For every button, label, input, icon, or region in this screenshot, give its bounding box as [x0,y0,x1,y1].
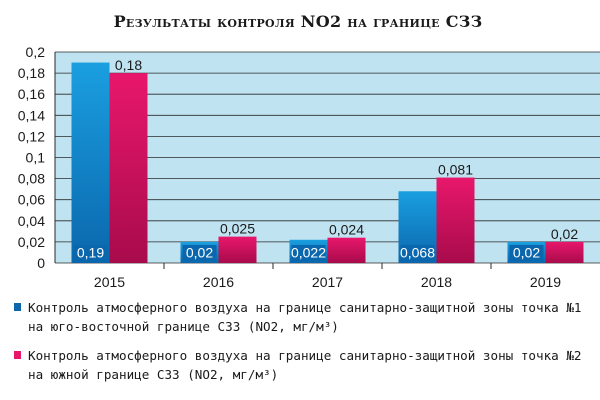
data-label-box-series-1 [73,245,108,261]
bar-series-2-2017 [327,237,366,263]
x-axis: 2015 2016 2017 2018 2019 [94,263,561,290]
bar-series-2-2019 [545,241,584,263]
legend-swatch-series-1 [14,303,21,311]
y-axis: 0 0,02 0,04 0,06 0,08 0,1 0,12 0,14 0,16 0,18 0,2 [18,44,56,271]
y-tick-label: 0,02 [18,234,45,250]
bar-series-2-2016 [218,236,257,263]
data-label-series-1: 0,02 [186,245,213,261]
data-label-series-2: 0,024 [329,222,364,238]
y-tick-label: 0 [37,255,45,271]
y-tick-label: 0,18 [18,65,45,81]
data-label-series-2: 0,025 [220,221,255,237]
y-tick-label: 0,1 [26,150,46,166]
data-label-box-series-1 [509,245,544,261]
x-tick-label: 2018 [421,274,452,290]
legend-item-series-1: Контроль атмосферного воздуха на границе… [14,298,594,336]
data-label-series-2: 0,081 [438,162,473,178]
data-label-series-1: 0,19 [77,245,104,261]
y-tick-label: 0,04 [18,213,45,229]
legend-item-series-2: Контроль атмосферного воздуха на границе… [14,346,594,384]
data-label-series-1: 0,022 [291,245,326,261]
legend-swatch-series-2 [14,351,21,359]
data-label-series-2: 0,02 [551,226,578,242]
y-tick-label: 0,16 [18,86,45,102]
x-tick-label: 2016 [203,274,234,290]
x-tick-label: 2019 [530,274,561,290]
legend: Контроль атмосферного воздуха на границе… [14,298,594,394]
data-label-box-series-1 [291,245,326,261]
y-tick-label: 0,14 [18,107,45,123]
data-label-series-1: 0,02 [513,245,540,261]
legend-label-series-2: Контроль атмосферного воздуха на границе… [28,348,582,382]
chart-title: Результаты контроля NO2 на границе СЗЗ [114,12,483,31]
data-label-series-1: 0,068 [400,245,435,261]
bar-series-1-2015 [71,62,110,263]
y-tick-label: 0,2 [26,44,46,60]
data-label-box-series-1 [182,245,217,261]
bar-series-2-2018 [436,177,475,263]
data-label-box-series-1 [400,245,435,261]
x-tick-label: 2015 [94,274,125,290]
y-tick-label: 0,08 [18,171,45,187]
legend-label-series-1: Контроль атмосферного воздуха на границе… [28,300,582,334]
bar-series-2-2015 [109,73,148,263]
x-tick-label: 2017 [312,274,343,290]
y-tick-label: 0,12 [18,128,45,144]
data-label-series-2: 0,18 [115,57,142,73]
y-tick-label: 0,06 [18,192,45,208]
